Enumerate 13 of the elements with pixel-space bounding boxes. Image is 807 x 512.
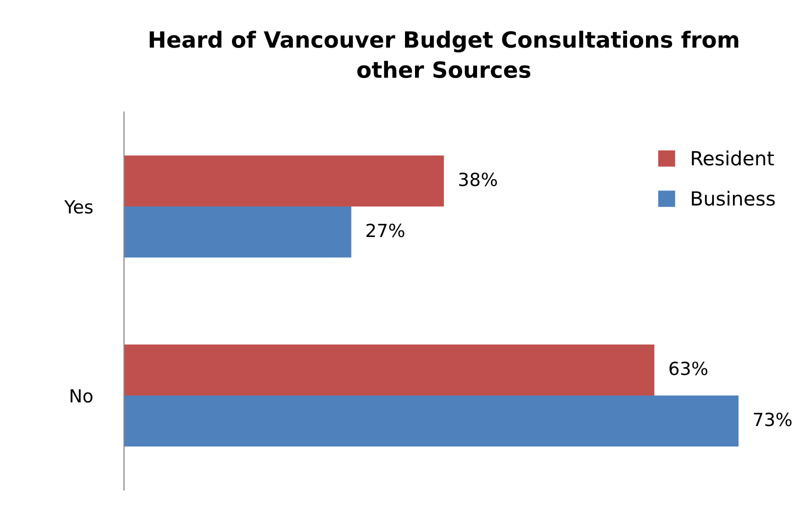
legend-label: Business: [692, 190, 775, 206]
bar: [124, 206, 352, 258]
bar: [124, 396, 739, 447]
data-label: 73%: [754, 412, 792, 426]
y-tick-label: Yes: [64, 200, 93, 214]
data-label: 27%: [366, 224, 404, 238]
legend-label: Resident: [692, 150, 774, 166]
chart-title: Heard of Vancouver Budget Consultations from other Sources: [150, 30, 738, 78]
bar: [124, 155, 444, 206]
data-label: 63%: [670, 362, 708, 376]
y-tick-label: No: [70, 389, 92, 403]
bar: [124, 344, 654, 396]
data-label: 38%: [459, 172, 497, 186]
